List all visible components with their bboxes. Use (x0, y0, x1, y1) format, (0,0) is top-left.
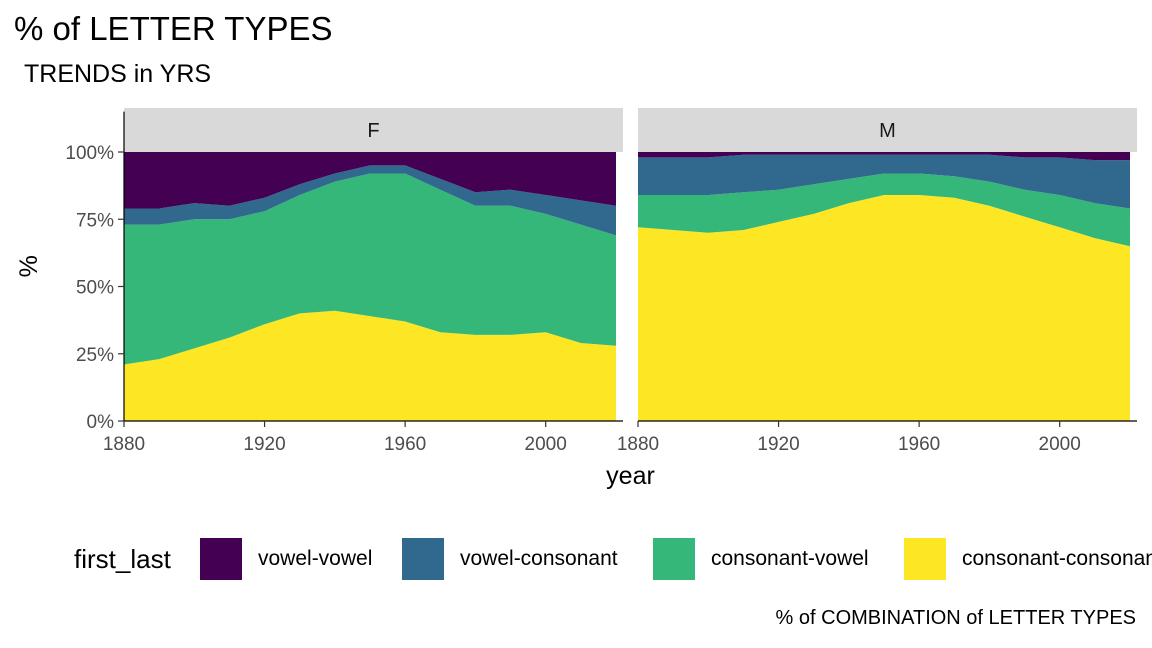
area-m-consonant-vowel (638, 173, 1130, 247)
legend-key-vowel-vowel (200, 538, 242, 580)
area-m-consonant-consonant (638, 195, 1130, 421)
legend-key-consonant-consonant (904, 538, 946, 580)
facet-strip-m (638, 108, 1137, 152)
legend-title: first_last (74, 544, 171, 574)
area-m-vowel-vowel (638, 152, 1130, 161)
chart-title: % of LETTER TYPES (14, 10, 333, 47)
facet-strip-f (124, 108, 623, 152)
y-tick-label-0: 0% (87, 412, 115, 433)
y-tick-label-2: 50% (76, 278, 114, 299)
facet-label-m: M (879, 120, 896, 142)
chart-caption: % of COMBINATION of LETTER TYPES (775, 607, 1136, 629)
x-tick-label-m-1960: 1960 (898, 434, 940, 455)
legend-key-vowel-consonant (402, 538, 444, 580)
area-f-vowel-consonant (124, 165, 616, 236)
x-tick-label-f-1920: 1920 (243, 434, 285, 455)
x-tick-label-f-1880: 1880 (103, 434, 145, 455)
legend-label-consonant-vowel: consonant-vowel (711, 547, 869, 570)
x-tick-label-m-1920: 1920 (757, 434, 799, 455)
legend-label-consonant-consonant: consonant-consonant (962, 547, 1152, 570)
y-tick-label-3: 75% (76, 210, 114, 231)
x-tick-label-f-2000: 2000 (525, 434, 567, 455)
facet-label-f: F (367, 120, 379, 142)
legend-key-consonant-vowel (653, 538, 695, 580)
y-axis-title: % (15, 255, 43, 277)
x-tick-label-m-2000: 2000 (1039, 434, 1081, 455)
area-f-consonant-vowel (124, 173, 616, 365)
chart-subtitle: TRENDS in YRS (24, 60, 212, 88)
x-tick-label-f-1960: 1960 (384, 434, 426, 455)
area-m-vowel-consonant (638, 154, 1130, 209)
legend-label-vowel-vowel: vowel-vowel (258, 547, 373, 570)
x-tick-label-m-1880: 1880 (617, 434, 659, 455)
faceted-area-chart: F 1880 1920 1960 2000 0% 25% 50% 75% 100% M 1880 192… (15, 108, 1137, 490)
area-f-consonant-consonant (124, 310, 616, 421)
y-tick-label-4: 100% (65, 143, 114, 164)
area-f-vowel-vowel (124, 152, 616, 209)
x-axis-title: year (606, 462, 655, 490)
y-tick-label-1: 25% (76, 345, 114, 366)
legend: first_last vowel-vowel vowel-consonant c… (74, 538, 1152, 580)
legend-label-vowel-consonant: vowel-consonant (460, 547, 618, 570)
